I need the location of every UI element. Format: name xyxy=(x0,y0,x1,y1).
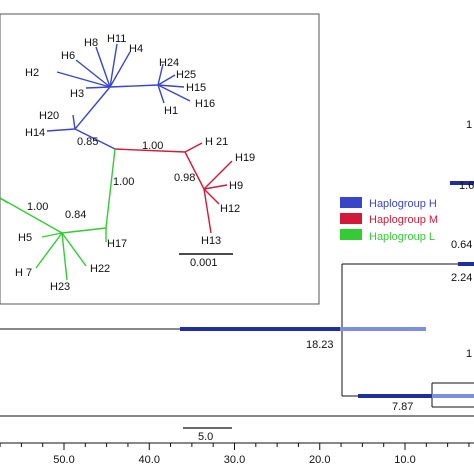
inset-tip-labels: H2 H6 H8 H11 H4 H24 H25 H15 H1 H16 H3 H2… xyxy=(15,33,255,293)
support-value: 0.98 xyxy=(174,172,195,184)
node-label-2: 2.24 xyxy=(451,272,472,284)
hpd-bar-upper-dark xyxy=(458,262,474,266)
axis-tick-label: 40.0 xyxy=(139,454,160,466)
legend-swatch-m xyxy=(340,213,362,224)
axis-tick-label: 30.0 xyxy=(224,454,245,466)
tip-label: H20 xyxy=(39,110,59,122)
node-label-1-top: 1 xyxy=(466,119,472,131)
haplogroup-h-branches xyxy=(46,43,191,150)
support-value: 0.85 xyxy=(77,136,98,148)
node-label-1-6: 1.6 xyxy=(459,180,474,192)
node-label-1-mid: 1 xyxy=(466,348,472,360)
tip-label: H17 xyxy=(107,238,127,250)
tip-label: H15 xyxy=(186,82,206,94)
axis-tick-label: 10.0 xyxy=(394,454,415,466)
hpd-bar-18-dark xyxy=(180,327,340,331)
tip-label: H24 xyxy=(159,57,179,69)
support-value: 1.00 xyxy=(113,176,134,188)
node-label-7: 7.87 xyxy=(392,401,413,413)
hpd-bar-7-light xyxy=(432,394,474,398)
tip-label: H6 xyxy=(61,50,75,62)
tip-label: H19 xyxy=(235,152,255,164)
legend-label-l: Haplogroup L xyxy=(369,231,435,243)
tip-label: H23 xyxy=(50,281,70,293)
node-label-0-64: 0.64 xyxy=(451,239,472,251)
support-value: 1.00 xyxy=(27,201,48,213)
hpd-bar-18-light xyxy=(340,327,426,331)
inset-frame xyxy=(0,13,320,305)
time-axis-ticks: 50.0 40.0 30.0 20.0 10.0 xyxy=(0,443,470,466)
hpd-bar-top-dark xyxy=(450,181,474,185)
tip-label: H22 xyxy=(90,263,110,275)
tip-label: H25 xyxy=(176,69,196,81)
main-scale-label: 5.0 xyxy=(198,431,213,443)
tip-label: H14 xyxy=(25,127,45,139)
legend-label-m: Haplogroup M xyxy=(369,214,438,226)
inset-support-values: 0.85 1.00 1.00 0.98 1.00 0.84 xyxy=(27,136,195,221)
tip-label: H2 xyxy=(25,67,39,79)
haplogroup-l-branches xyxy=(0,148,116,281)
tip-label: H8 xyxy=(84,37,98,49)
tip-label: H1 xyxy=(164,105,178,117)
legend-swatch-l xyxy=(340,229,362,240)
node-label-18: 18.23 xyxy=(306,339,334,351)
legend-label-h: Haplogroup H xyxy=(369,198,437,210)
legend: Haplogroup H Haplogroup M Haplogroup L xyxy=(340,197,438,243)
tip-label: H13 xyxy=(201,235,221,247)
tip-label: H 21 xyxy=(205,136,228,148)
hpd-bar-7-dark xyxy=(358,394,432,398)
support-value: 1.00 xyxy=(142,140,163,152)
axis-tick-label: 20.0 xyxy=(309,454,330,466)
tip-label: H11 xyxy=(107,33,126,45)
hpd-bars xyxy=(180,181,474,398)
tip-label: H 7 xyxy=(15,267,32,279)
axis-tick-label: 50.0 xyxy=(53,454,74,466)
inset-tree xyxy=(0,43,233,281)
support-value: 0.84 xyxy=(65,209,86,221)
tip-label: H3 xyxy=(70,88,84,100)
tip-label: H9 xyxy=(229,180,243,192)
tip-label: H12 xyxy=(220,203,240,215)
tip-label: H5 xyxy=(18,232,32,244)
legend-swatch-h xyxy=(340,197,362,208)
tip-label: H16 xyxy=(195,98,215,110)
haplogroup-m-branches xyxy=(114,142,233,234)
inset-scale-label: 0.001 xyxy=(190,257,218,269)
time-axis: 50.0 40.0 30.0 20.0 10.0 xyxy=(0,415,474,466)
tip-label: H4 xyxy=(129,43,143,55)
